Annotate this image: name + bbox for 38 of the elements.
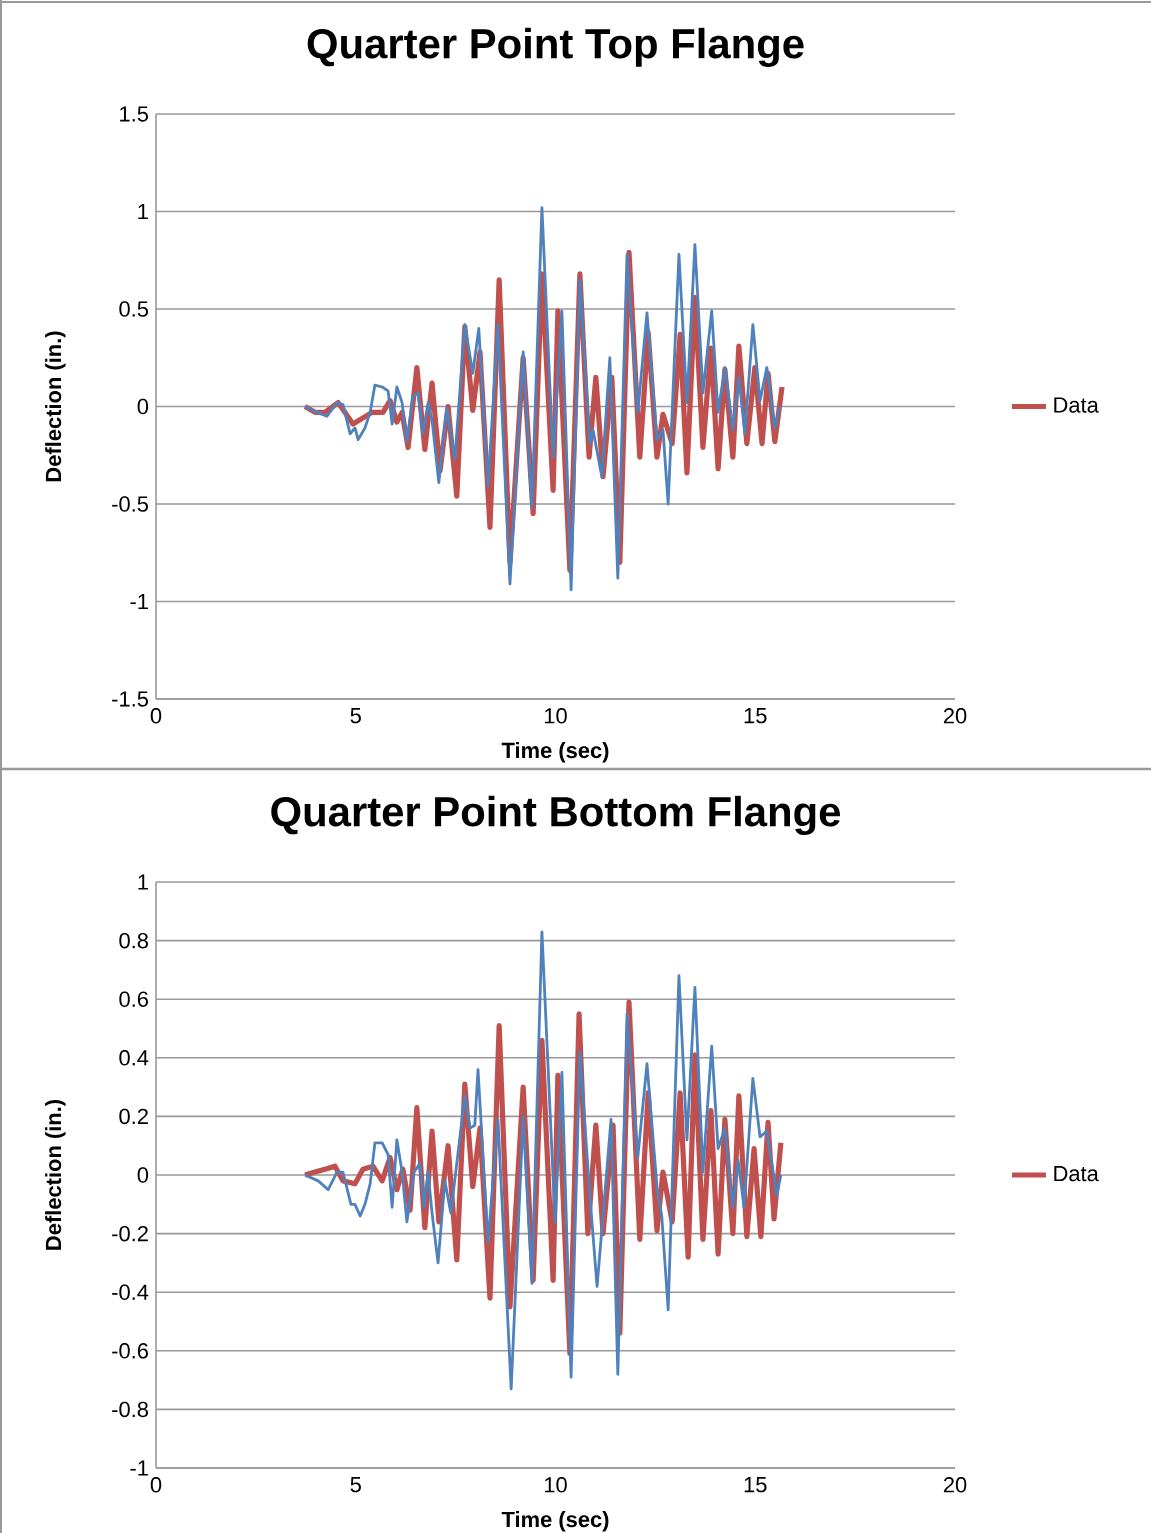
y-tick-label: -0.4 — [112, 1284, 149, 1300]
y-tick-label: 0.2 — [119, 1108, 148, 1125]
y-tick-label: 0.8 — [119, 932, 148, 949]
y-tick-label: -0.5 — [112, 496, 149, 512]
y-axis-title: Deflection (in.) — [45, 1100, 66, 1250]
y-tick-label: 0.6 — [119, 991, 148, 1007]
x-axis-title: Time (sec) — [501, 742, 609, 763]
line-series — [303, 930, 783, 1391]
x-tick-label: 5 — [350, 708, 361, 724]
x-tick-label: 0 — [150, 708, 162, 724]
line-series — [303, 206, 782, 592]
y-tick-label: -1 — [130, 593, 148, 610]
chart-title: Quarter Point Top Flange — [307, 27, 804, 68]
y-axis-title: Deflection (in.) — [45, 331, 66, 482]
y-tick-label: -0.6 — [112, 1343, 148, 1359]
legend-label: Data — [1054, 1166, 1099, 1182]
y-tick-label: 0 — [137, 1167, 149, 1183]
y-tick-label: 1 — [138, 874, 148, 890]
x-tick-label: 15 — [744, 1477, 767, 1493]
y-tick-label: 0.4 — [119, 1050, 149, 1066]
y-tick-label: 0.5 — [119, 301, 149, 317]
y-tick-label: 1.5 — [120, 106, 149, 122]
y-tick-label: 0 — [137, 398, 149, 415]
x-tick-label: 15 — [744, 708, 767, 724]
chart-title: Quarter Point Bottom Flange — [271, 795, 841, 836]
y-tick-label: -0.2 — [112, 1225, 148, 1242]
x-tick-label: 10 — [544, 1477, 567, 1493]
y-tick-label: -1 — [130, 1460, 148, 1476]
x-axis-title: Time (sec) — [501, 1511, 609, 1532]
x-tick-label: 20 — [943, 708, 967, 724]
y-tick-label: 1 — [138, 203, 148, 220]
x-tick-label: 20 — [943, 1477, 967, 1493]
x-tick-label: 5 — [350, 1477, 361, 1493]
y-tick-label: -1.5 — [112, 691, 149, 707]
legend-label: Data — [1054, 397, 1099, 413]
x-tick-label: 0 — [150, 1477, 162, 1493]
x-tick-label: 10 — [544, 708, 567, 724]
y-tick-label: -0.8 — [112, 1401, 148, 1418]
